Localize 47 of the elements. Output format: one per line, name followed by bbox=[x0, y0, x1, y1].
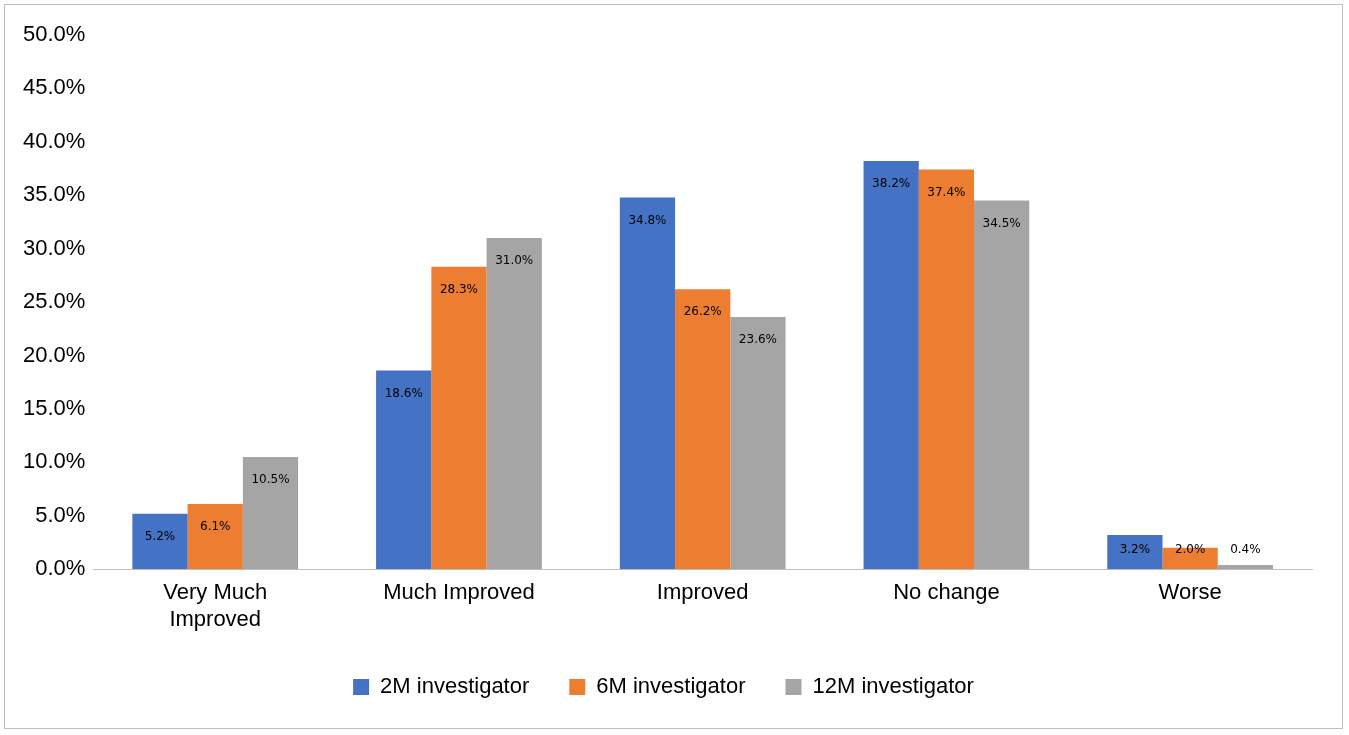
data-label: 6.1% bbox=[199, 519, 231, 534]
data-label: 26.2% bbox=[683, 304, 722, 319]
data-label: 3.2% bbox=[1119, 542, 1151, 557]
data-label: 10.5% bbox=[251, 472, 290, 487]
data-label: 37.4% bbox=[927, 184, 966, 199]
y-tick-label: 10.0% bbox=[22, 448, 86, 474]
data-label: 31.0% bbox=[495, 253, 534, 268]
x-tick-label: No change bbox=[893, 579, 1000, 605]
data-label: 38.2% bbox=[872, 176, 911, 191]
bar bbox=[730, 317, 786, 570]
data-label: 23.6% bbox=[738, 332, 777, 347]
y-tick-label: 20.0% bbox=[22, 341, 86, 367]
bar bbox=[486, 238, 542, 570]
x-tick-label: Very Much Improved bbox=[163, 579, 268, 631]
bar bbox=[918, 169, 975, 570]
legend-label: 12M investigator bbox=[812, 673, 974, 699]
x-tick-label: Much Improved bbox=[383, 579, 535, 605]
bar bbox=[376, 370, 432, 570]
y-tick-label: 5.0% bbox=[35, 501, 86, 527]
bar bbox=[1217, 564, 1273, 570]
data-label: 28.3% bbox=[439, 281, 479, 296]
data-label: 18.6% bbox=[384, 385, 423, 400]
y-tick-label: 35.0% bbox=[22, 181, 86, 207]
data-label: 5.2% bbox=[144, 528, 176, 543]
y-tick-label: 30.0% bbox=[22, 234, 86, 260]
bar bbox=[431, 266, 487, 570]
y-tick-label: 25.0% bbox=[22, 288, 86, 314]
data-label: 0.4% bbox=[1230, 542, 1261, 557]
y-tick-label: 50.0% bbox=[22, 21, 86, 47]
x-tick-label: Improved bbox=[656, 579, 749, 605]
data-label: 34.5% bbox=[982, 215, 1021, 230]
bar bbox=[187, 504, 243, 570]
bar bbox=[1107, 535, 1163, 570]
data-label: 34.8% bbox=[628, 212, 667, 227]
y-tick-label: 0.0% bbox=[35, 555, 86, 581]
y-tick-label: 40.0% bbox=[22, 127, 86, 153]
bar bbox=[132, 513, 188, 570]
legend-label: 2M investigator bbox=[380, 673, 530, 699]
y-tick-label: 45.0% bbox=[22, 74, 86, 100]
x-tick-label: Worse bbox=[1158, 579, 1222, 605]
bar bbox=[675, 289, 731, 570]
bar bbox=[863, 161, 919, 570]
bar bbox=[619, 197, 676, 570]
y-tick-label: 15.0% bbox=[22, 395, 86, 420]
legend-label: 6M investigator bbox=[596, 673, 746, 699]
bar bbox=[974, 200, 1030, 570]
bar bbox=[242, 457, 299, 570]
